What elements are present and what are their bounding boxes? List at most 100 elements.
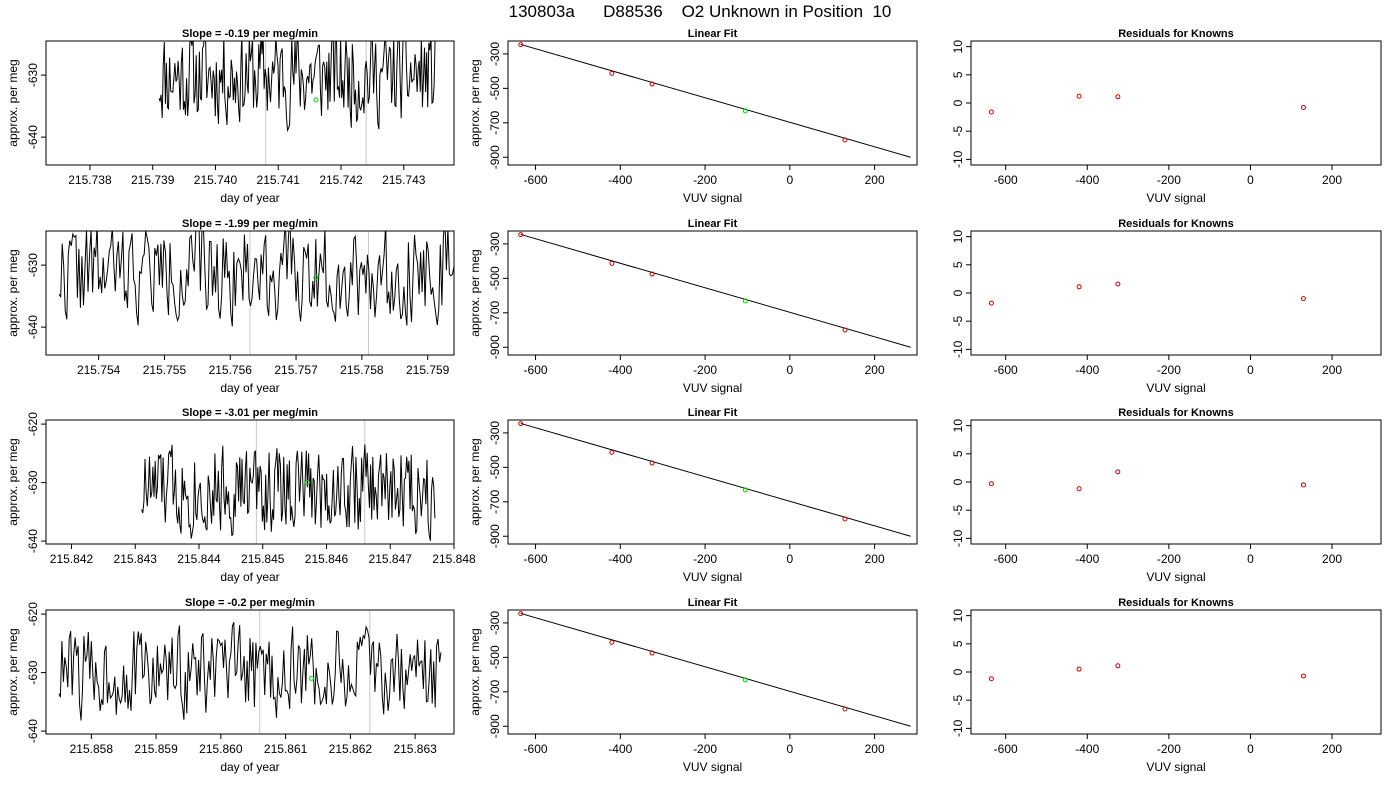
y-tick-label: -640 — [26, 315, 40, 339]
x-tick-label: -400 — [1075, 742, 1099, 756]
x-tick-label: -600 — [994, 552, 1018, 566]
x-tick-label: 215.739 — [131, 173, 175, 187]
x-tick-label: -400 — [608, 742, 632, 756]
y-axis-label: approx. per meg — [6, 249, 20, 336]
x-tick-label: 215.862 — [329, 742, 373, 756]
y-tick-label: -700 — [488, 300, 502, 324]
x-tick-label: 215.846 — [305, 552, 349, 566]
plot-area — [518, 42, 911, 158]
x-axis-label: VUV signal — [683, 760, 742, 774]
y-axis-label: approx. per meg — [468, 59, 482, 146]
x-axis-label: day of year — [220, 570, 279, 584]
x-tick-label: 200 — [865, 742, 885, 756]
unknown-point — [309, 675, 315, 681]
x-tick-label: 215.755 — [143, 363, 187, 377]
unknown-point — [304, 480, 310, 486]
x-axis-label: VUV signal — [683, 381, 742, 395]
x-axis-label: VUV signal — [683, 570, 742, 584]
x-tick-label: -200 — [693, 173, 717, 187]
panel-linear-fit-row-1: Linear Fit -600 -400 -200 0 200 -900 -700 -500 -3… — [468, 28, 918, 205]
plot-area — [518, 611, 911, 727]
y-tick-label: -5 — [951, 505, 965, 516]
x-tick-label: 215.742 — [319, 173, 363, 187]
residual-point — [988, 676, 994, 682]
residual-point — [1076, 284, 1082, 290]
plot-frame — [507, 230, 918, 356]
known-point — [609, 639, 615, 645]
plot-frame — [507, 40, 918, 166]
y-tick-label: 10 — [951, 419, 965, 433]
known-point — [518, 42, 524, 48]
x-tick-label: 215.842 — [50, 552, 94, 566]
x-axis-label: day of year — [220, 381, 279, 395]
plot-area — [518, 421, 911, 537]
plot-frame — [507, 609, 918, 735]
residual-point — [1300, 482, 1306, 488]
panel-title: Residuals for Knowns — [1118, 28, 1234, 40]
x-tick-label: -400 — [1075, 363, 1099, 377]
plot-area — [988, 469, 1306, 492]
known-point — [842, 137, 848, 143]
y-tick-label: 10 — [951, 230, 965, 244]
x-tick-label: 215.861 — [264, 742, 308, 756]
x-tick-label: 0 — [1247, 363, 1254, 377]
y-tick-label: -300 — [488, 42, 502, 66]
x-tick-label: 215.738 — [68, 173, 112, 187]
panel-title: Linear Fit — [688, 597, 738, 609]
x-tick-label: 200 — [865, 363, 885, 377]
x-tick-label: 215.848 — [432, 552, 476, 566]
fit-line — [520, 422, 911, 537]
x-axis-label: VUV signal — [1146, 570, 1205, 584]
known-point — [842, 706, 848, 712]
x-axis-label: VUV signal — [1146, 191, 1205, 205]
residual-point — [1300, 105, 1306, 111]
y-tick-label: -620 — [26, 602, 40, 626]
y-tick-label: -630 — [26, 253, 40, 277]
x-tick-label: -400 — [608, 552, 632, 566]
panel-residuals-row-2: Residuals for Knowns -600 -400 -200 0 200 10 5 0… — [951, 218, 1382, 395]
y-tick-label: 5 — [951, 450, 965, 457]
panel-title: Slope = -0.2 per meg/min — [185, 597, 315, 609]
y-tick-label: -620 — [26, 412, 40, 436]
residual-point — [1115, 281, 1121, 287]
plot-frame — [45, 419, 455, 545]
y-tick-label: -10 — [951, 340, 965, 358]
y-axis-label: approx. per meg — [468, 438, 482, 525]
y-axis-label: approx. per meg — [468, 249, 482, 336]
panel-residuals-row-1: Residuals for Knowns -600 -400 -200 0 200 10 5 0… — [951, 28, 1382, 205]
unknown-point — [742, 487, 748, 493]
known-point — [649, 650, 655, 656]
y-tick-label: -500 — [488, 645, 502, 669]
plot-frame — [45, 230, 455, 356]
panel-title: Residuals for Knowns — [1118, 218, 1234, 230]
x-tick-label: 215.863 — [393, 742, 437, 756]
panel-title: Linear Fit — [688, 218, 738, 230]
x-tick-label: -600 — [994, 363, 1018, 377]
fit-line — [520, 612, 911, 727]
plot-frame — [507, 419, 918, 545]
y-tick-label: -500 — [488, 455, 502, 479]
plot-frame — [45, 40, 455, 166]
x-tick-label: -600 — [524, 552, 548, 566]
panel-residuals-row-3: Residuals for Knowns -600 -400 -200 0 200 10 5 0… — [951, 407, 1382, 584]
x-axis-label: day of year — [220, 191, 279, 205]
residual-point — [1115, 663, 1121, 669]
panel-title: Linear Fit — [688, 28, 738, 40]
known-point — [842, 516, 848, 522]
figure-title: 130803a D88536 O2 Unknown in Position 10 — [508, 2, 892, 21]
unknown-point — [742, 298, 748, 304]
x-tick-label: 0 — [1247, 173, 1254, 187]
y-tick-label: -10 — [951, 719, 965, 737]
plot-area — [988, 663, 1306, 682]
x-tick-label: 200 — [865, 552, 885, 566]
residual-point — [1300, 673, 1306, 679]
x-tick-label: 215.741 — [257, 173, 301, 187]
x-tick-label: 215.758 — [340, 363, 384, 377]
x-tick-label: -200 — [693, 363, 717, 377]
x-axis-label: VUV signal — [683, 191, 742, 205]
residual-point — [1115, 94, 1121, 100]
y-tick-label: 0 — [951, 99, 965, 106]
unknown-point — [742, 677, 748, 683]
